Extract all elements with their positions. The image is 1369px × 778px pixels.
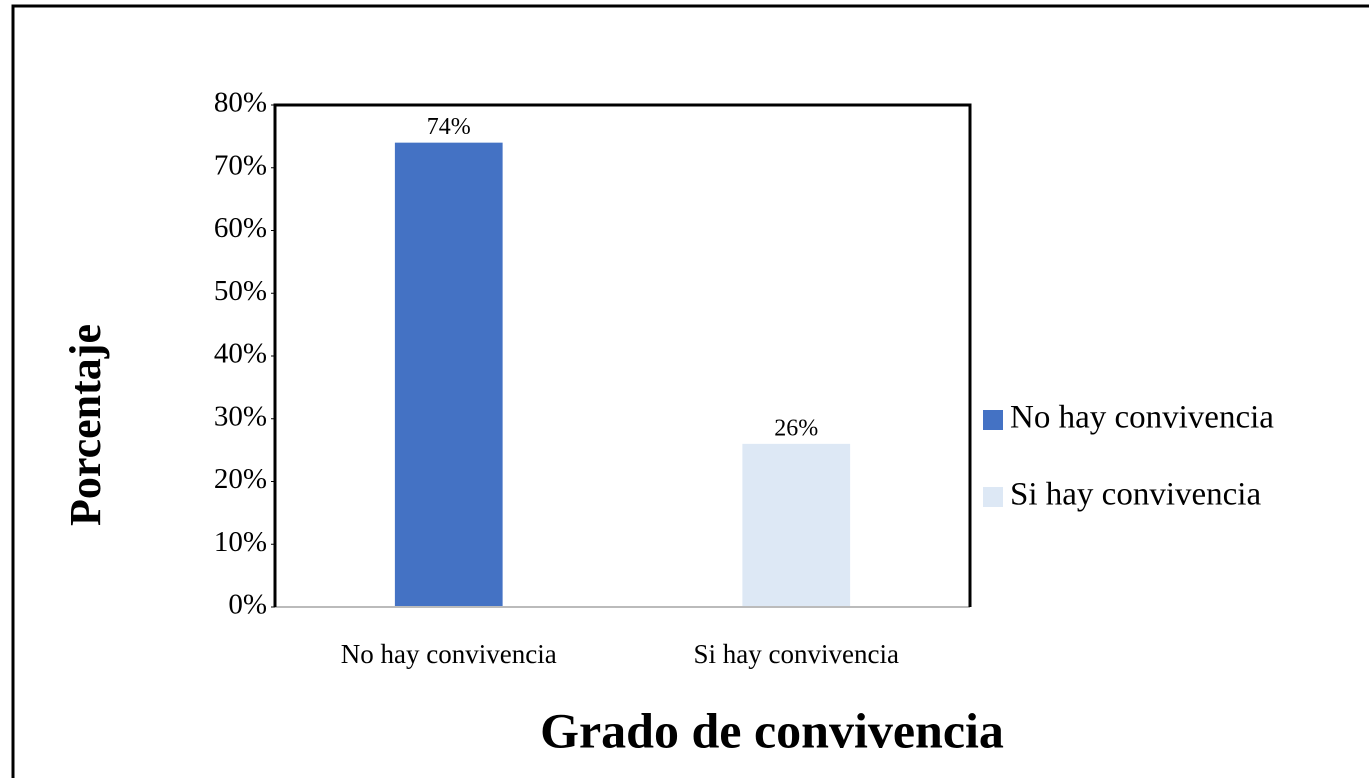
plot-border bbox=[273, 103, 972, 607]
data-label: 74% bbox=[427, 114, 471, 140]
x-tick-label: Si hay convivencia bbox=[694, 639, 899, 669]
x-axis-title: Grado de convivencia bbox=[540, 702, 1004, 758]
legend-swatch bbox=[983, 487, 1003, 507]
bar bbox=[394, 142, 503, 607]
y-tick-label: 50% bbox=[214, 275, 267, 307]
bar bbox=[742, 443, 851, 607]
y-tick-label: 20% bbox=[214, 463, 267, 495]
legend-swatch bbox=[983, 410, 1003, 430]
frame bbox=[11, 4, 1369, 778]
x-tick-label: No hay convivencia bbox=[341, 639, 557, 669]
y-tick-label: 40% bbox=[214, 338, 267, 370]
y-tick-label: 0% bbox=[228, 589, 267, 621]
y-tick-label: 80% bbox=[214, 87, 267, 119]
y-tick-label: 70% bbox=[214, 149, 267, 181]
legend-label: No hay convivencia bbox=[1010, 400, 1274, 436]
legend-label: Si hay convivencia bbox=[1010, 477, 1261, 513]
y-tick-label: 10% bbox=[214, 526, 267, 558]
y-tick-label: 30% bbox=[214, 400, 267, 432]
data-label: 26% bbox=[774, 415, 818, 441]
y-tick-label: 60% bbox=[214, 212, 267, 244]
y-axis-title: Porcentaje bbox=[61, 324, 110, 526]
